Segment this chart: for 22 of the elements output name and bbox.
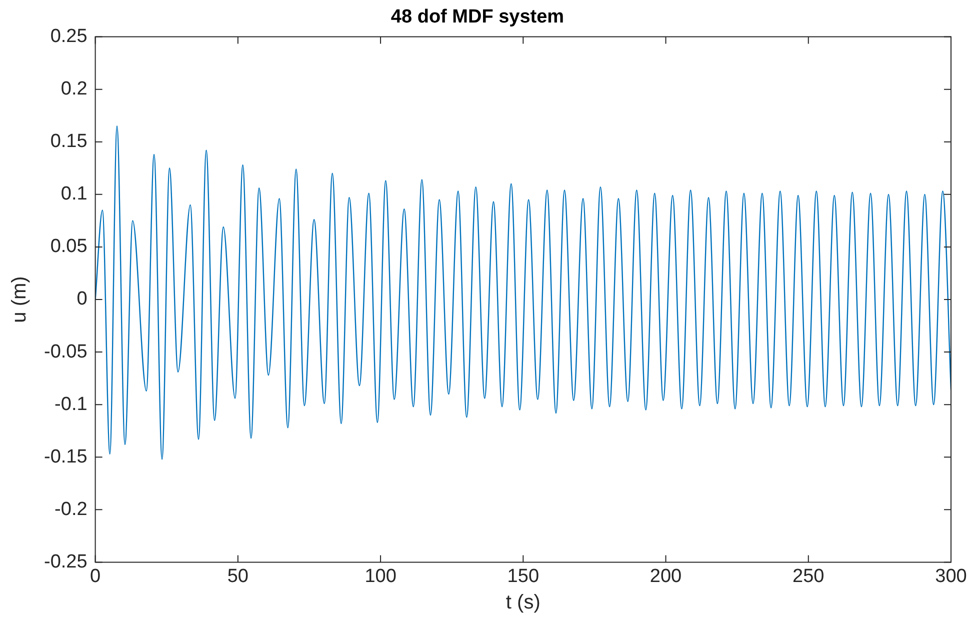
x-tick-label: 100 — [364, 566, 396, 587]
y-tick-label: 0 — [76, 288, 88, 310]
x-tick-label: 0 — [90, 566, 101, 587]
y-tick-label: 0.2 — [60, 78, 88, 100]
y-tick-label: 0.1 — [60, 184, 88, 205]
y-axis-title: u (m) — [8, 276, 31, 323]
y-tick-label: -0.1 — [54, 394, 88, 415]
x-axis-title: t (s) — [506, 592, 540, 614]
y-tick-label: -0.05 — [44, 341, 88, 362]
chart-title: 48 dof MDF system — [390, 6, 564, 28]
y-tick-label: -0.25 — [44, 551, 88, 572]
line-series — [95, 126, 951, 460]
y-tick-label: -0.2 — [54, 498, 88, 520]
x-tick-label: 300 — [935, 566, 967, 587]
x-tick-label: 50 — [227, 566, 248, 587]
y-tick-label: 0.15 — [50, 131, 88, 152]
y-tick-label: 0.25 — [50, 26, 88, 48]
x-tick-label: 250 — [792, 566, 824, 587]
y-tick-label: -0.15 — [44, 446, 88, 468]
y-tick-label: 0.05 — [50, 236, 88, 258]
x-tick-label: 200 — [650, 566, 682, 587]
x-tick-label: 150 — [507, 566, 540, 587]
